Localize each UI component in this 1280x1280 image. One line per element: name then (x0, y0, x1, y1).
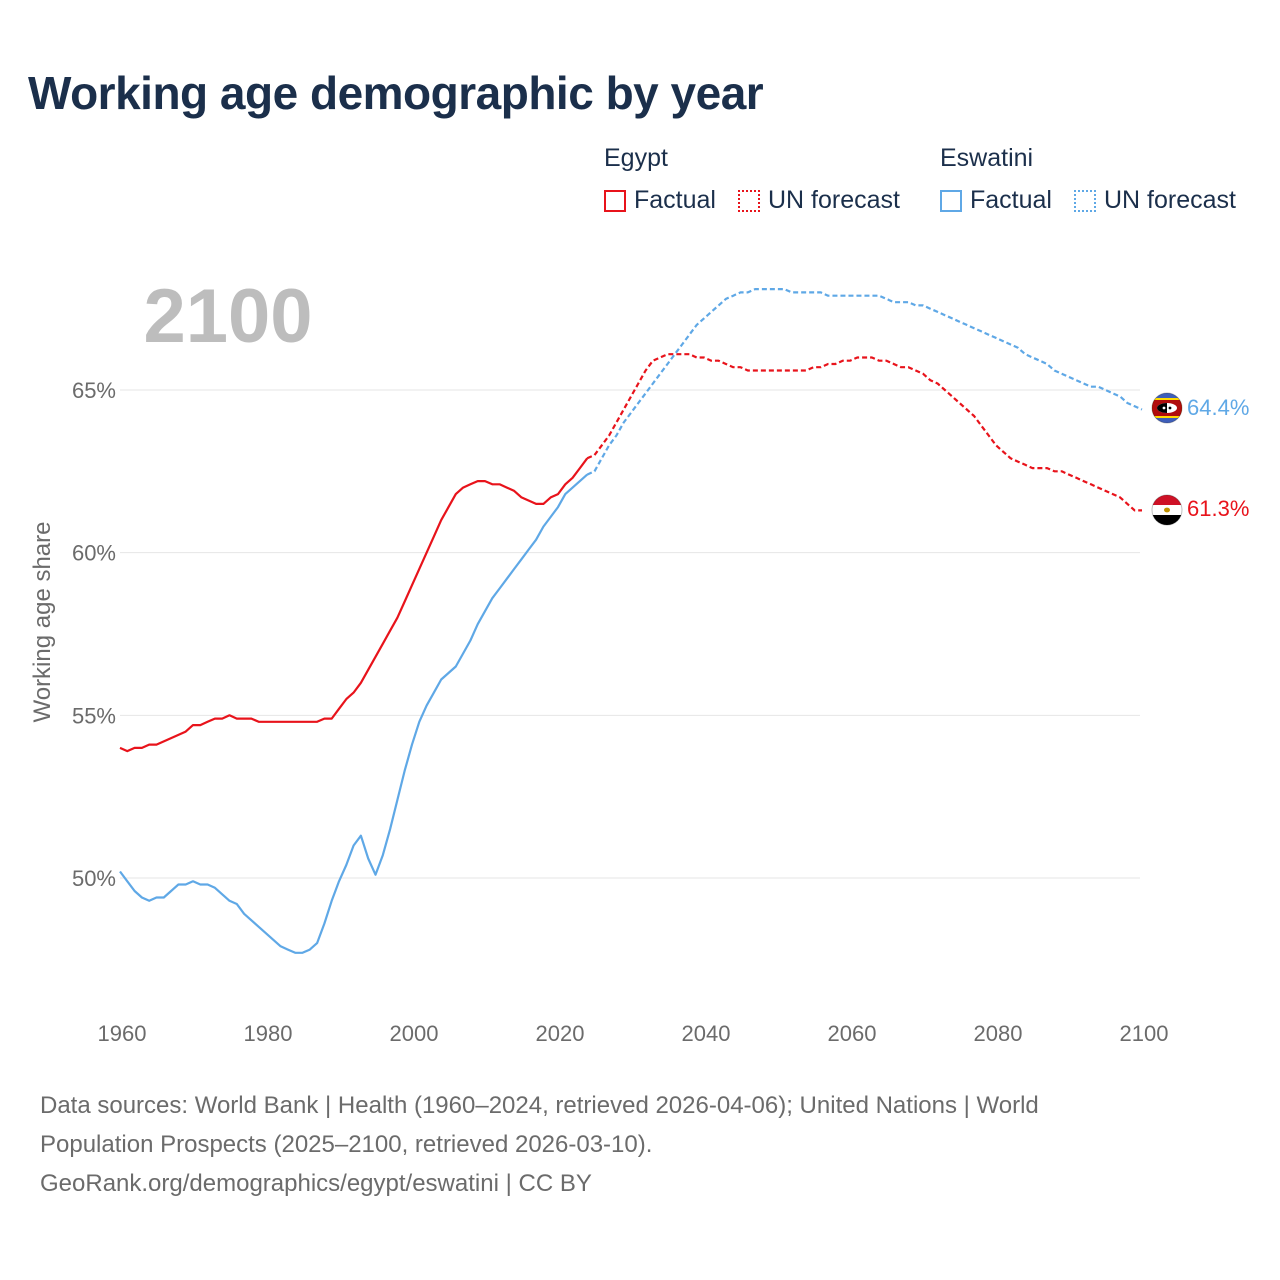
x-tick-label: 2100 (1120, 1021, 1169, 1046)
x-tick-label: 1980 (244, 1021, 293, 1046)
year-display: 2100 (143, 274, 312, 359)
eswatini-flag-icon (1151, 392, 1183, 424)
legend-label: UN forecast (768, 186, 900, 214)
legend-item-egypt-factual[interactable]: Factual (604, 186, 716, 215)
y-tick-label: 50% (72, 866, 116, 891)
legend-swatch-solid-red (604, 189, 626, 212)
legend-label: Factual (634, 186, 716, 214)
chart-title: Working age demographic by year (28, 67, 764, 119)
gridlines (120, 389, 1140, 879)
series-line-eswatini-forecast[interactable] (586, 288, 1143, 476)
x-tick-label: 2040 (682, 1021, 731, 1046)
x-tick-label: 2080 (974, 1021, 1023, 1046)
legend-group-eswatini: Eswatini (940, 144, 1034, 172)
legend-swatch-dotted-red (738, 189, 760, 212)
y-tick-label: 65% (72, 378, 116, 403)
egypt-flag-icon (1151, 494, 1183, 526)
series-line-egypt-factual[interactable] (119, 457, 589, 753)
end-value-label-eswatini: 64.4% (1187, 395, 1249, 420)
legend-label: UN forecast (1104, 186, 1236, 214)
line-chart: 50% 55% 60% 65% 1960 1980 2000 2020 2040 2060 208… (29, 274, 1249, 1046)
source-line-2: Population Prospects (2025–2100, retriev… (40, 1131, 653, 1158)
y-axis-ticks: 50% 55% 60% 65% (72, 378, 116, 891)
legend-swatch-dotted-blue (1074, 189, 1096, 212)
attribution-line: GeoRank.org/demographics/egypt/eswatini … (40, 1170, 592, 1197)
legend-swatch-solid-blue (940, 189, 962, 212)
legend-label: Factual (970, 186, 1052, 214)
series-line-egypt-forecast[interactable] (586, 353, 1142, 512)
series-line-eswatini-factual[interactable] (119, 473, 588, 954)
x-tick-label: 1960 (98, 1021, 147, 1046)
y-axis-label: Working age share (29, 522, 56, 723)
legend-item-eswatini-forecast[interactable]: UN forecast (1074, 186, 1236, 215)
y-tick-label: 55% (72, 703, 116, 728)
series-layer (119, 288, 1143, 954)
x-axis-ticks: 1960 1980 2000 2020 2040 2060 2080 2100 (98, 1021, 1169, 1046)
legend-item-eswatini-factual[interactable]: Factual (940, 186, 1052, 215)
end-value-label-egypt: 61.3% (1187, 496, 1249, 521)
legend-item-egypt-forecast[interactable]: UN forecast (738, 186, 900, 215)
source-footer: Data sources: World Bank | Health (1960–… (40, 1086, 1220, 1203)
x-tick-label: 2060 (828, 1021, 877, 1046)
y-tick-label: 60% (72, 541, 116, 566)
x-tick-label: 2000 (390, 1021, 439, 1046)
source-line-1: Data sources: World Bank | Health (1960–… (40, 1092, 1039, 1119)
legend-group-egypt: Egypt (604, 144, 668, 172)
x-tick-label: 2020 (536, 1021, 585, 1046)
